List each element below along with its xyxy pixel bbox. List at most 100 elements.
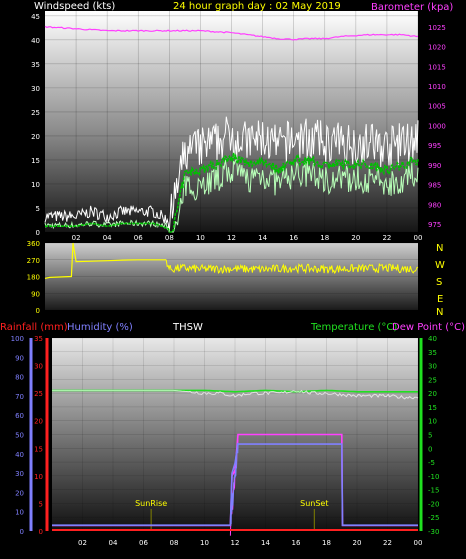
barometer-tick-label: 975	[428, 221, 441, 229]
barometer-axis-label: Barometer (kpa)	[371, 2, 453, 13]
temperature-tick-label: 40	[428, 335, 437, 343]
x-tick-label: 02	[72, 234, 81, 242]
humidity-tick-label: 90	[15, 354, 24, 362]
compass-s: S	[436, 277, 442, 288]
compass-e: E	[437, 294, 443, 305]
windspeed-tick-label: 40	[31, 37, 40, 45]
temperature-tick-label: 25	[428, 376, 437, 384]
thsw-label: THSW	[172, 322, 203, 333]
x-tick-label: 08	[165, 234, 174, 242]
x-tick-label: 00	[414, 234, 423, 242]
wind-panel-background	[45, 11, 418, 232]
humidity-tick-label: 70	[15, 393, 24, 401]
barometer-tick-label: 1005	[428, 103, 446, 111]
x-tick-label: 20	[353, 539, 362, 547]
x-tick-label: 10	[200, 539, 209, 547]
x-tick-label: 14	[258, 234, 267, 242]
windspeed-tick-label: 0	[36, 229, 40, 237]
compass-n-bottom: N	[436, 307, 443, 318]
rainfall-tick-label: 30	[34, 363, 43, 371]
temperature-tick-label: -15	[428, 487, 439, 495]
x-tick-label: 12	[227, 234, 236, 242]
x-tick-label: 22	[382, 234, 391, 242]
temperature-tick-label: -20	[428, 500, 439, 508]
x-tick-label: 16	[292, 539, 301, 547]
rainfall-axis-label: Rainfall (mm)	[0, 322, 68, 333]
temperature-tick-label: 0	[428, 445, 432, 453]
temperature-axis-label: Temperature (°C)	[310, 322, 397, 333]
temperature-tick-label: 15	[428, 404, 437, 412]
windspeed-axis-label: Windspeed (kts)	[34, 1, 115, 12]
x-tick-label: 18	[322, 539, 331, 547]
windspeed-tick-label: 10	[31, 181, 40, 189]
temperature-tick-label: -25	[428, 514, 439, 522]
humidity-tick-label: 50	[15, 432, 24, 440]
windspeed-tick-label: 20	[31, 133, 40, 141]
rainfall-tick-label: 20	[34, 418, 43, 426]
windspeed-tick-label: 45	[31, 13, 40, 21]
x-tick-label: 18	[320, 234, 329, 242]
x-tick-label: 14	[261, 539, 270, 547]
sunset-label: SunSet	[300, 499, 328, 508]
thsw-line	[52, 389, 419, 400]
x-tick-label: 22	[383, 539, 392, 547]
dewpoint-axis-label: Dew Point (°C)	[392, 322, 465, 333]
wind-direction-line	[44, 242, 167, 279]
humidity-tick-label: 60	[15, 412, 24, 420]
windspeed-tick-label: 5	[36, 205, 40, 213]
temperature-tick-label: -30	[428, 528, 439, 536]
rainfall-tick-label: 5	[39, 500, 43, 508]
x-tick-label: 20	[351, 234, 360, 242]
windspeed-tick-label: 35	[31, 61, 40, 69]
chart-title: 24 hour graph day : 02 May 2019	[173, 1, 341, 12]
x-tick-label: 04	[109, 539, 118, 547]
humidity-tick-label: 30	[15, 470, 24, 478]
barometer-tick-label: 990	[428, 162, 441, 170]
humidity-transition-line	[229, 442, 239, 525]
direction-tick-label: 270	[27, 257, 40, 265]
humidity-tick-label: 40	[15, 451, 24, 459]
barometer-tick-label: 1015	[428, 63, 446, 71]
barometer-tick-label: 1020	[428, 44, 446, 52]
x-tick-label: 12	[231, 539, 240, 547]
rainfall-tick-label: 25	[34, 390, 43, 398]
humidity-tick-label: 80	[15, 374, 24, 382]
compass-n-top: N	[436, 243, 443, 254]
temperature-tick-label: -10	[428, 473, 439, 481]
windspeed-average-line	[45, 152, 419, 233]
windspeed-gust-line	[44, 116, 419, 233]
humidity-tick-label: 10	[15, 509, 24, 517]
temperature-tick-label: 5	[428, 432, 432, 440]
chart-marks: 0510152025303540459759809859909951000100…	[11, 11, 446, 547]
humidity-tick-label: 20	[15, 489, 24, 497]
x-tick-label: 08	[170, 539, 179, 547]
humidity-tick-label: 100	[11, 335, 24, 343]
direction-tick-label: 180	[27, 274, 40, 282]
wind-lull-line	[44, 156, 419, 233]
barometer-tick-label: 995	[428, 142, 441, 150]
x-tick-label: 00	[414, 539, 423, 547]
rainfall-tick-label: 15	[34, 445, 43, 453]
barometer-tick-label: 1025	[428, 24, 446, 32]
thsw-panel-background	[52, 338, 418, 531]
x-tick-label: 06	[139, 539, 148, 547]
barometer-tick-label: 980	[428, 201, 441, 209]
barometer-line	[44, 25, 419, 41]
direction-tick-label: 360	[27, 240, 40, 248]
compass-w: W	[435, 260, 445, 271]
x-tick-label: 02	[78, 539, 87, 547]
humidity-tick-label: 0	[20, 528, 24, 536]
temperature-tick-label: -5	[428, 459, 435, 467]
direction-tick-label: 90	[31, 290, 40, 298]
x-tick-label: 10	[196, 234, 205, 242]
windspeed-tick-label: 30	[31, 85, 40, 93]
direction-panel-background	[45, 243, 418, 310]
windspeed-tick-label: 15	[31, 157, 40, 165]
barometer-tick-label: 1000	[428, 122, 446, 130]
rainfall-tick-label: 10	[34, 473, 43, 481]
x-tick-label: 16	[289, 234, 298, 242]
sunrise-label: SunRise	[135, 499, 167, 508]
x-tick-label: 04	[103, 234, 112, 242]
